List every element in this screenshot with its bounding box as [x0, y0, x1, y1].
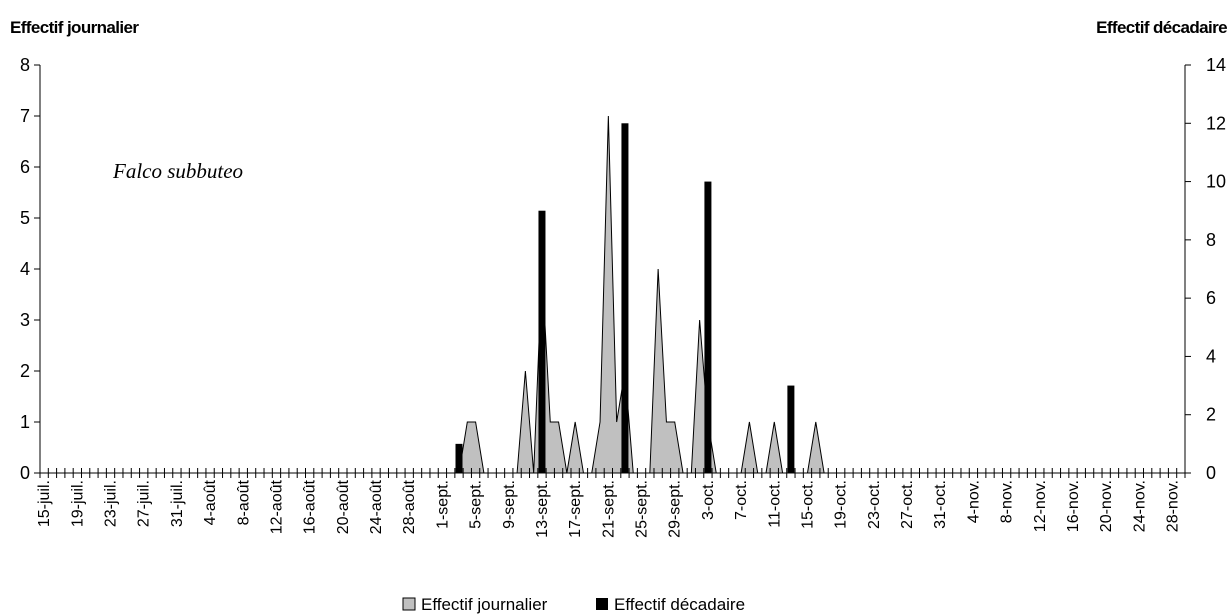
x-tick-label: 7-oct.: [733, 480, 750, 520]
x-tick-label: 31-juil.: [169, 480, 186, 527]
x-tick-label: 9-sept.: [501, 480, 518, 529]
y-left-tick-label: 0: [20, 463, 30, 483]
y-left-tick-label: 8: [20, 55, 30, 75]
x-tick-label: 13-sept.: [534, 480, 551, 538]
decadal-bar: [538, 210, 546, 473]
x-tick-label: 12-août: [268, 479, 285, 534]
y-right-tick-label: 6: [1206, 288, 1216, 308]
x-tick-label: 15-oct.: [799, 480, 816, 529]
x-tick-label: 4-août: [202, 479, 219, 525]
y-left-tick-label: 4: [20, 259, 30, 279]
x-tick-label: 24-nov.: [1131, 480, 1148, 532]
y-left-tick-label: 1: [20, 412, 30, 432]
x-tick-label: 19-oct.: [833, 480, 850, 529]
x-tick-label: 11-oct.: [766, 480, 783, 528]
y-left-tick-label: 2: [20, 361, 30, 381]
legend-swatch-daily: [402, 597, 416, 611]
x-tick-label: 31-oct.: [932, 480, 949, 529]
x-tick-label: 19-juil.: [69, 480, 86, 527]
x-tick-label: 16-nov.: [1065, 480, 1082, 532]
x-tick-label: 17-sept.: [567, 480, 584, 538]
decadal-bar: [621, 123, 629, 473]
y-right-tick-label: 10: [1206, 172, 1226, 192]
x-tick-label: 8-nov.: [999, 480, 1016, 523]
y-left-tick-label: 3: [20, 310, 30, 330]
x-tick-label: 27-juil.: [136, 480, 153, 527]
y-right-tick-label: 0: [1206, 463, 1216, 483]
x-tick-label: 24-août: [368, 479, 385, 534]
x-tick-label: 15-juil.: [36, 480, 53, 527]
legend-label-decadal: Effectif décadaire: [614, 595, 745, 614]
x-tick-label: 12-nov.: [1032, 480, 1049, 532]
y-left-tick-label: 5: [20, 208, 30, 228]
x-tick-label: 8-août: [235, 479, 252, 525]
x-tick-label: 4-nov.: [965, 480, 982, 523]
decadal-bar: [787, 385, 795, 473]
x-tick-label: 3-oct.: [700, 480, 717, 520]
y-right-tick-label: 14: [1206, 55, 1226, 75]
x-tick-label: 28-août: [401, 479, 418, 534]
x-tick-label: 16-août: [302, 479, 319, 534]
left-axis-title: Effectif journalier: [10, 18, 139, 37]
decadal-bar: [704, 181, 712, 473]
x-tick-label: 28-nov.: [1165, 480, 1182, 532]
x-tick-label: 23-oct.: [866, 480, 883, 529]
x-tick-label: 5-sept.: [468, 480, 485, 529]
legend-label-daily: Effectif journalier: [421, 595, 548, 614]
legend: Effectif journalier Effectif décadaire: [402, 595, 745, 614]
x-tick-label: 20-nov.: [1098, 480, 1115, 532]
y-right-tick-label: 4: [1206, 346, 1216, 366]
legend-swatch-decadal: [596, 598, 608, 610]
x-tick-label: 23-juil.: [103, 480, 120, 527]
y-left-tick-label: 6: [20, 157, 30, 177]
x-tick-label: 29-sept.: [667, 480, 684, 538]
right-axis-title: Effectif décadaire: [1096, 18, 1227, 37]
x-tick-label: 20-août: [335, 479, 352, 534]
y-right-tick-label: 8: [1206, 230, 1216, 250]
x-tick-label: 1-sept.: [434, 480, 451, 529]
y-right-tick-label: 12: [1206, 113, 1226, 133]
x-tick-label: 27-oct.: [899, 480, 916, 529]
y-right-tick-label: 2: [1206, 405, 1216, 425]
x-tick-label: 21-sept.: [600, 480, 617, 538]
x-tick-label: 25-sept.: [634, 480, 651, 538]
species-annotation: Falco subbuteo: [112, 159, 243, 183]
y-left-tick-label: 7: [20, 106, 30, 126]
decadal-bar-layer: [455, 123, 795, 473]
decadal-bar: [455, 443, 463, 473]
